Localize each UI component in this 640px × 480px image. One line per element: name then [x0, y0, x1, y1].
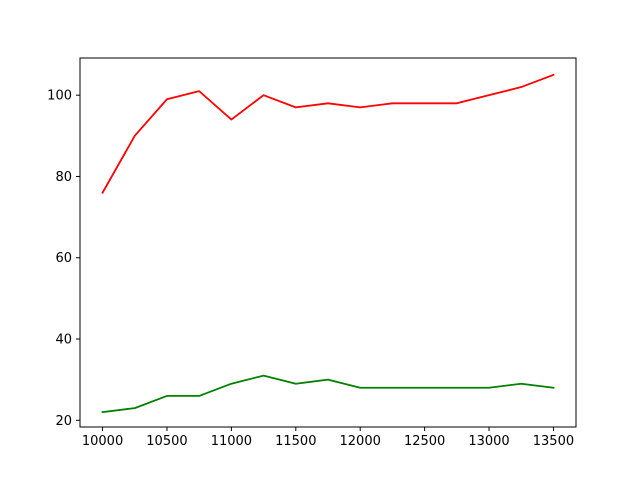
y-tick-label: 20: [55, 414, 72, 429]
x-tick-label: 12000: [340, 434, 381, 449]
x-tick-label: 11500: [275, 434, 316, 449]
series-line-2: [101, 374, 555, 414]
series-layer: [101, 73, 555, 414]
y-tick-label: 60: [55, 251, 72, 266]
x-tick-label: 13500: [533, 434, 574, 449]
axes-layer: [79, 57, 577, 428]
x-tick-label: 11000: [211, 434, 252, 449]
x-tick-label: 13000: [468, 434, 509, 449]
plot-frame: [79, 57, 577, 428]
x-tick-label: 10500: [146, 434, 187, 449]
ticks-layer: 10000 10500 11000 11500 12000 12500 13000 13500…: [47, 89, 574, 449]
y-tick-label: 100: [47, 89, 72, 104]
y-tick-label: 80: [55, 170, 72, 185]
y-tick-label: 40: [55, 333, 72, 348]
x-tick-label: 10000: [82, 434, 123, 449]
x-tick-label: 12500: [404, 434, 445, 449]
series-line-1: [101, 73, 555, 194]
